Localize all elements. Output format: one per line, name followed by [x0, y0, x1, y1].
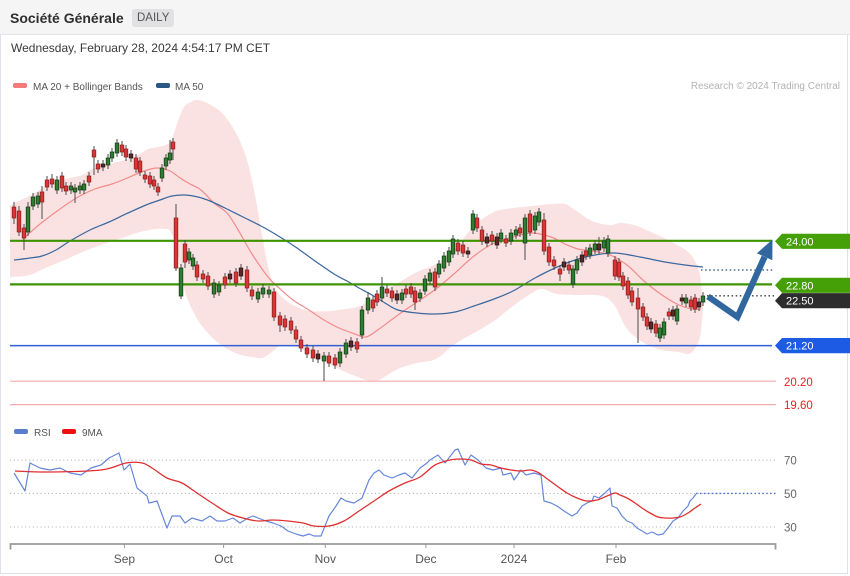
svg-text:Oct: Oct	[214, 552, 233, 566]
svg-text:70: 70	[784, 456, 797, 468]
svg-text:9MA: 9MA	[82, 428, 103, 439]
svg-text:Feb: Feb	[606, 552, 627, 566]
svg-text:MA 50: MA 50	[175, 82, 204, 93]
svg-text:RSI: RSI	[34, 428, 51, 439]
svg-text:20.20: 20.20	[784, 377, 813, 389]
svg-text:Research © 2024 Trading Centra: Research © 2024 Trading Central	[691, 81, 840, 92]
svg-text:22.50: 22.50	[786, 296, 814, 308]
svg-text:Dec: Dec	[415, 552, 436, 566]
svg-text:30: 30	[784, 522, 797, 534]
svg-text:19.60: 19.60	[784, 400, 813, 412]
svg-text:50: 50	[784, 489, 797, 501]
svg-text:22.80: 22.80	[786, 280, 814, 292]
svg-text:Sep: Sep	[114, 552, 136, 566]
svg-text:Nov: Nov	[315, 552, 336, 566]
svg-text:MA 20 + Bollinger Bands: MA 20 + Bollinger Bands	[33, 82, 143, 93]
svg-text:24.00: 24.00	[786, 236, 814, 248]
svg-text:21.20: 21.20	[786, 341, 814, 353]
svg-text:2024: 2024	[501, 552, 528, 566]
